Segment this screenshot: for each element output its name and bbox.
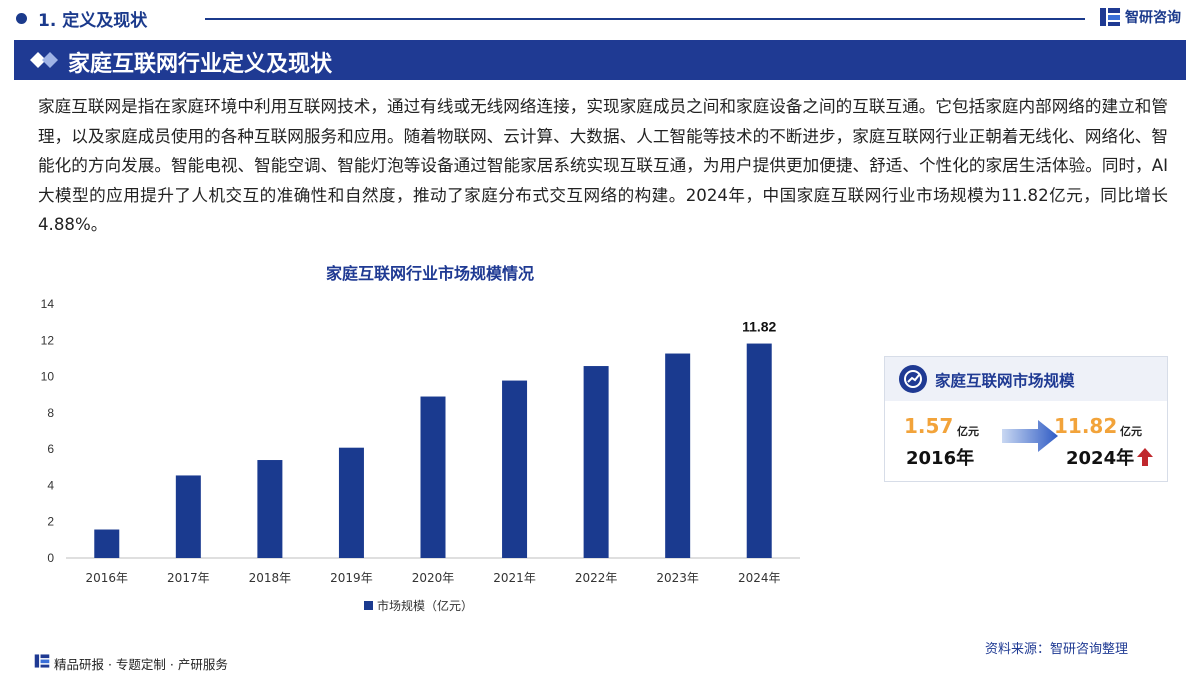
- x-tick-label: 2018年: [249, 571, 292, 585]
- y-tick-label: 4: [47, 478, 54, 492]
- data-label: 11.82: [742, 319, 776, 335]
- start-unit: 亿元: [957, 425, 979, 438]
- y-tick-label: 14: [41, 297, 55, 311]
- brand-name: 智研咨询: [1125, 10, 1181, 26]
- y-tick-label: 0: [47, 551, 54, 565]
- x-tick-label: 2022年: [575, 571, 618, 585]
- data-source: 资料来源：智研咨询整理: [985, 642, 1129, 657]
- right-arrow-icon: [1002, 420, 1058, 452]
- y-tick-label: 12: [41, 333, 55, 347]
- start-value: 1.57: [904, 414, 954, 438]
- y-tick-label: 10: [41, 370, 55, 384]
- bar-2016年: [94, 529, 120, 558]
- y-tick-label: 2: [47, 515, 54, 529]
- chart-title: 家庭互联网行业市场规模情况: [325, 264, 534, 283]
- x-tick-label: 2023年: [656, 571, 699, 585]
- market-size-card: 家庭互联网市场规模: [884, 356, 1168, 482]
- bullet-dot-icon: [16, 13, 27, 24]
- x-tick-label: 2016年: [86, 571, 129, 585]
- x-tick-label: 2017年: [167, 571, 210, 585]
- bar-2021年: [502, 380, 528, 558]
- x-tick-label: 2020年: [412, 571, 455, 585]
- legend-label: 市场规模（亿元）: [377, 598, 473, 613]
- card-title: 家庭互联网市场规模: [935, 372, 1075, 390]
- up-arrow-icon: [1137, 448, 1153, 466]
- bar-chart: 0 2 4 6 8 10 12 14 2016年 2017年 2018年 2019年 2020年 2021…: [41, 297, 800, 613]
- banner-title: 家庭互联网行业定义及现状: [68, 52, 333, 77]
- y-tick-label: 8: [47, 406, 54, 420]
- bar-2019年: [338, 447, 364, 558]
- bar-2022年: [583, 366, 609, 558]
- end-year: 2024年: [1066, 448, 1135, 469]
- x-tick-label: 2024年: [738, 571, 781, 585]
- bar-2020年: [420, 396, 446, 558]
- x-tick-label: 2019年: [330, 571, 373, 585]
- growth-chart-icon: [899, 365, 927, 393]
- end-unit: 亿元: [1120, 425, 1142, 438]
- y-tick-label: 6: [47, 442, 54, 456]
- footer-logo-icon: [34, 654, 50, 668]
- header-divider: [205, 18, 1085, 20]
- section-title: 1. 定义及现状: [38, 11, 148, 31]
- bar-2023年: [665, 353, 691, 558]
- footer-tagline: 精品研报 · 专题定制 · 产研服务: [54, 657, 228, 672]
- end-value: 11.82: [1054, 414, 1118, 438]
- diamond-icon: [30, 52, 58, 68]
- bar-2018年: [257, 460, 283, 558]
- bar-2017年: [175, 475, 201, 558]
- start-year: 2016年: [906, 448, 975, 469]
- brand-logo-icon: [1100, 8, 1120, 26]
- description-paragraph: 家庭互联网是指在家庭环境中利用互联网技术，通过有线或无线网络连接，实现家庭成员之…: [38, 97, 1168, 234]
- footer: 精品研报 · 专题定制 · 产研服务: [0, 650, 1200, 675]
- top-header: 1. 定义及现状 智研咨询: [0, 0, 1200, 36]
- bar-2024年: [746, 343, 772, 558]
- brand-logo: 智研咨询: [1099, 6, 1181, 28]
- x-tick-label: 2021年: [493, 571, 536, 585]
- legend-swatch: [364, 601, 373, 610]
- card-header: 家庭互联网市场规模: [885, 357, 1167, 401]
- section-banner: 家庭互联网行业定义及现状: [14, 40, 1186, 80]
